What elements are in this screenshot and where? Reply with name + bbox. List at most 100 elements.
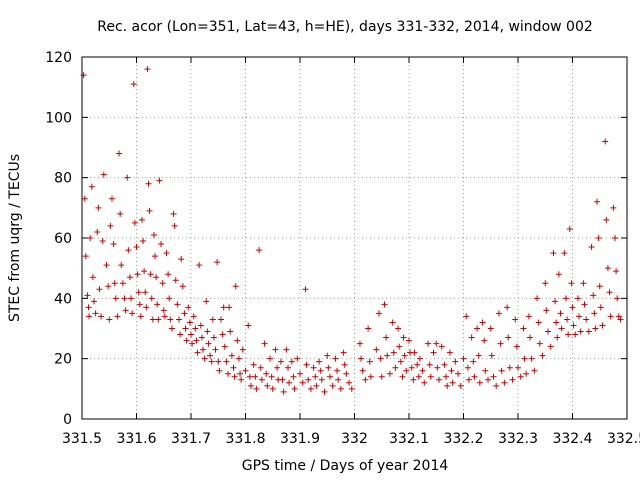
data-point	[332, 355, 339, 362]
data-point	[217, 316, 224, 323]
data-point	[384, 352, 391, 359]
data-point	[155, 316, 162, 323]
data-point	[427, 373, 434, 380]
data-point	[163, 250, 170, 257]
data-point	[129, 310, 136, 317]
data-point	[482, 367, 489, 374]
data-point	[348, 385, 355, 392]
data-point	[550, 250, 557, 257]
data-point	[536, 340, 543, 347]
data-point	[141, 268, 148, 275]
data-point	[267, 355, 274, 362]
data-point	[564, 316, 571, 323]
data-point	[553, 319, 560, 326]
data-point	[105, 283, 112, 290]
data-point	[362, 376, 369, 383]
data-point	[131, 219, 138, 226]
data-point	[592, 325, 599, 332]
data-point	[128, 295, 135, 302]
data-point	[190, 313, 197, 320]
data-point	[465, 376, 472, 383]
data-point	[487, 325, 494, 332]
data-point	[433, 340, 440, 347]
data-point	[358, 355, 365, 362]
data-point	[577, 328, 584, 335]
data-point	[414, 361, 421, 368]
data-point	[512, 316, 519, 323]
data-point	[497, 340, 504, 347]
data-point	[90, 298, 97, 305]
data-point	[117, 210, 124, 217]
data-point	[535, 319, 542, 326]
data-point	[460, 355, 467, 362]
x-tick-label: 332.4	[552, 431, 592, 447]
data-point	[145, 180, 152, 187]
data-point	[400, 334, 407, 341]
data-point	[116, 150, 123, 157]
data-point	[509, 376, 516, 383]
data-point	[112, 295, 119, 302]
data-point	[443, 373, 450, 380]
data-point	[264, 382, 271, 389]
data-point	[210, 334, 217, 341]
data-point	[617, 316, 624, 323]
data-point	[613, 268, 620, 275]
data-point	[464, 364, 471, 371]
data-point	[376, 310, 383, 317]
data-point	[310, 364, 317, 371]
data-point	[325, 364, 332, 371]
data-point	[118, 262, 125, 269]
data-point	[326, 373, 333, 380]
data-point	[203, 298, 210, 305]
data-point	[149, 316, 156, 323]
data-point	[197, 322, 204, 329]
data-point	[121, 295, 128, 302]
data-point	[566, 225, 573, 232]
data-point	[377, 355, 384, 362]
data-point	[86, 313, 93, 320]
data-point	[94, 228, 101, 235]
data-point	[100, 171, 107, 178]
data-point	[237, 370, 244, 377]
data-point	[261, 340, 268, 347]
data-point	[591, 310, 598, 317]
data-point	[199, 346, 206, 353]
data-point	[107, 222, 114, 229]
x-tick-label: 331.5	[62, 431, 102, 447]
data-point	[257, 364, 264, 371]
data-point	[221, 343, 228, 350]
y-axis-label: STEC from uqrg / TECUs	[7, 154, 23, 322]
data-point	[231, 373, 238, 380]
data-point	[303, 361, 310, 368]
data-point	[148, 295, 155, 302]
data-point	[313, 382, 320, 389]
data-point	[228, 352, 235, 359]
data-point	[554, 334, 561, 341]
data-point	[135, 289, 142, 296]
x-axis-label: GPS time / Days of year 2014	[242, 458, 449, 474]
data-point	[193, 337, 200, 344]
data-point	[214, 259, 221, 266]
data-point	[133, 244, 140, 251]
data-point	[505, 334, 512, 341]
data-point	[346, 379, 353, 386]
x-tick-label: 332.1	[389, 431, 429, 447]
data-point	[312, 373, 319, 380]
data-point	[498, 367, 505, 374]
data-point	[544, 328, 551, 335]
data-point	[470, 358, 477, 365]
data-point	[92, 310, 99, 317]
data-point	[98, 313, 105, 320]
data-point	[574, 295, 581, 302]
data-point	[583, 316, 590, 323]
data-point	[108, 195, 115, 202]
data-point	[168, 325, 175, 332]
data-point	[179, 283, 186, 290]
data-point	[359, 367, 366, 374]
data-point	[252, 373, 259, 380]
data-point	[201, 355, 208, 362]
data-point	[119, 280, 126, 287]
data-point	[399, 373, 406, 380]
data-point	[106, 316, 113, 323]
data-point	[182, 325, 189, 332]
